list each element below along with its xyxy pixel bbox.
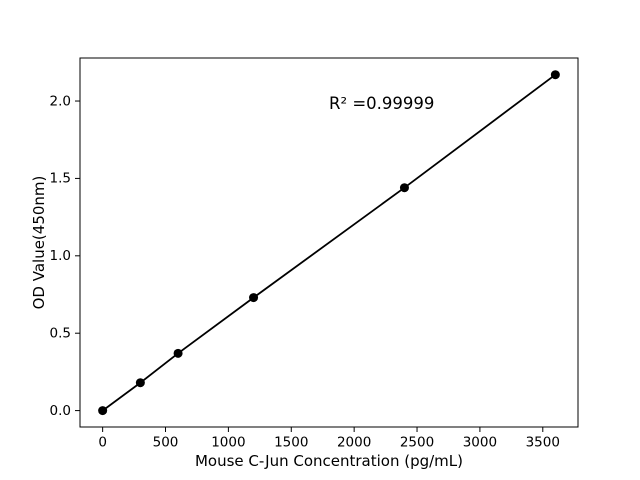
x-tick-label: 500: [153, 435, 179, 451]
x-tick-label: 0: [98, 435, 107, 451]
data-point: [550, 70, 560, 80]
x-tick-label: 3000: [463, 435, 497, 451]
data-point: [98, 406, 108, 416]
y-tick-label: 0.0: [50, 403, 71, 419]
y-tick-label: 1.5: [50, 171, 71, 187]
x-axis-label: Mouse C-Jun Concentration (pg/mL): [195, 452, 463, 470]
x-tick-label: 1000: [211, 435, 245, 451]
data-point: [173, 348, 183, 358]
r-squared-annotation: R² =0.99999: [329, 94, 434, 113]
x-tick-label: 1500: [274, 435, 308, 451]
y-tick-label: 0.5: [50, 326, 71, 342]
data-point: [249, 293, 259, 303]
data-point: [399, 183, 409, 193]
x-tick-label: 2500: [400, 435, 434, 451]
fit-line: [102, 73, 556, 412]
y-tick-label: 1.0: [50, 248, 71, 264]
y-axis-label: OD Value(450nm): [30, 176, 48, 310]
data-point: [135, 378, 145, 388]
axes-frame: [79, 57, 579, 428]
x-tick-label: 3500: [526, 435, 560, 451]
x-tick-label: 2000: [337, 435, 371, 451]
y-tick-label: 2.0: [50, 93, 71, 109]
